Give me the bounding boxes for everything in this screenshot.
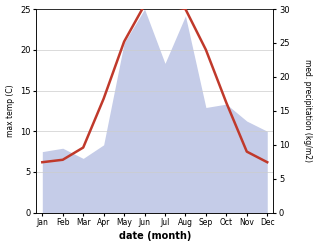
Y-axis label: med. precipitation (kg/m2): med. precipitation (kg/m2) (303, 59, 313, 162)
Y-axis label: max temp (C): max temp (C) (5, 84, 15, 137)
X-axis label: date (month): date (month) (119, 231, 191, 242)
